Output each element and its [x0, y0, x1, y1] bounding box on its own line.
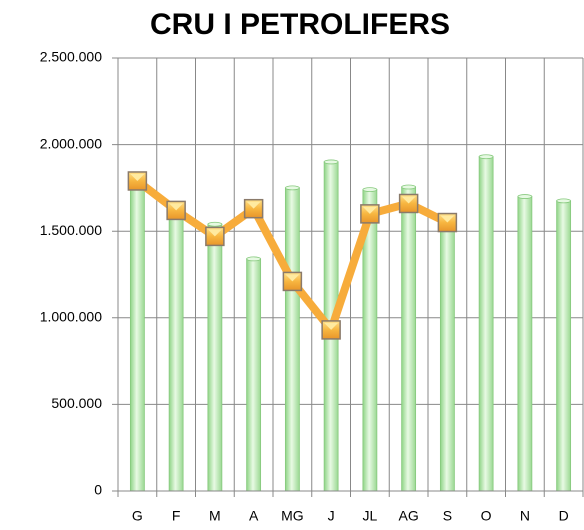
marker-shine [324, 322, 339, 330]
bar [246, 258, 262, 492]
bar [129, 182, 145, 492]
x-tick-label: JL [362, 508, 377, 524]
x-tick-label: G [132, 508, 143, 524]
marker-shine [130, 173, 145, 181]
bar [517, 196, 533, 492]
chart-title: CRU I PETROLIFERS [150, 8, 450, 41]
x-tick-label: A [249, 508, 259, 524]
y-tick-label: 1.500.000 [40, 222, 102, 238]
bar-cap [246, 256, 262, 262]
bar-cap [207, 221, 223, 227]
bar [401, 186, 417, 492]
x-tick-label: D [559, 508, 569, 524]
x-tick-label: J [328, 508, 335, 524]
x-tick-label: N [520, 508, 530, 524]
bar-cap [401, 184, 417, 190]
x-tick-label: MG [281, 508, 304, 524]
bar [439, 220, 455, 492]
y-tick-label: 500.000 [51, 395, 102, 411]
x-tick-label: O [481, 508, 492, 524]
bar-cap [362, 187, 378, 193]
marker-shine [207, 229, 222, 237]
bar [478, 156, 494, 492]
marker-shine [401, 196, 416, 204]
marker-shine [362, 206, 377, 214]
x-tick-label: M [209, 508, 221, 524]
y-tick-label: 2.000.000 [40, 135, 102, 151]
bar [284, 187, 300, 492]
bar [207, 223, 223, 492]
bar-cap [556, 198, 572, 204]
bar-cap [284, 185, 300, 191]
bar [556, 200, 572, 492]
bar-cap [478, 154, 494, 160]
bar-cap [323, 159, 339, 165]
marker-shine [285, 274, 300, 282]
marker-shine [246, 201, 261, 209]
y-tick-label: 2.500.000 [40, 49, 102, 65]
y-tick-label: 1.000.000 [40, 309, 102, 325]
bar-cap [517, 194, 533, 199]
x-tick-label: F [172, 508, 181, 524]
bar [168, 210, 184, 492]
x-tick-label: AG [399, 508, 419, 524]
marker-shine [440, 215, 455, 223]
x-tick-label: S [443, 508, 452, 524]
marker-shine [169, 203, 184, 211]
y-tick-label: 0 [94, 482, 102, 498]
